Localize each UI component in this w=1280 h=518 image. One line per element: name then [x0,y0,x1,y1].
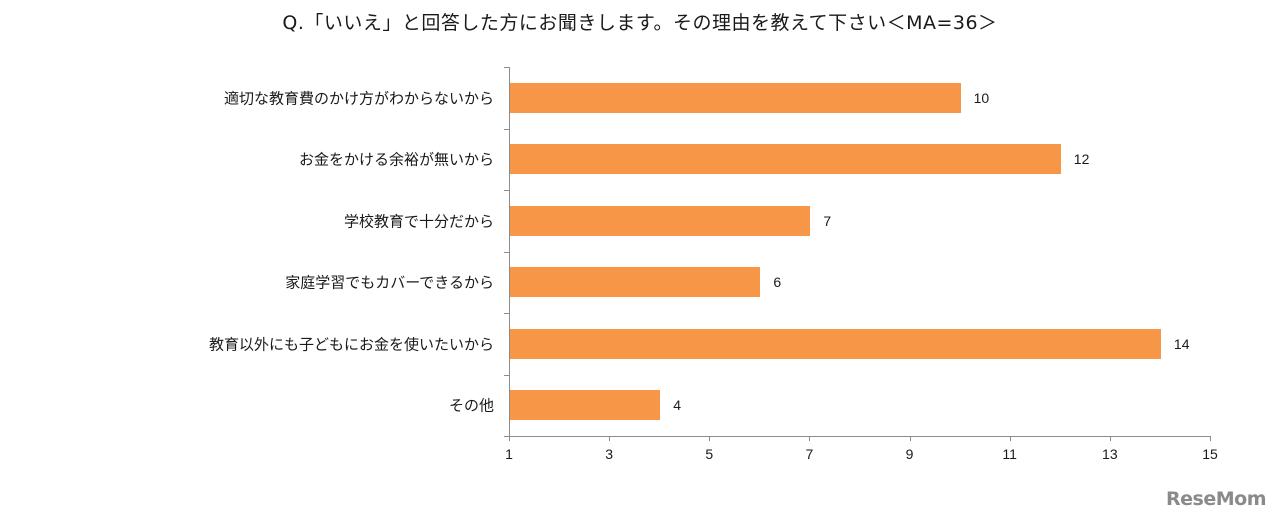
bar [510,205,811,236]
x-tick [1109,436,1111,441]
x-tick-label: 9 [905,446,914,462]
x-tick-label: 11 [1002,446,1017,462]
category-label: 学校教育で十分だから [343,212,494,231]
x-tick-label: 13 [1102,446,1118,462]
x-tick-label: 7 [805,446,814,462]
y-tick [504,436,509,437]
category-label: 適切な教育費のかけ方がわからないから [223,89,494,108]
x-tick [609,436,611,441]
category-label: お金をかける余裕が無いから [298,150,494,169]
bar [510,390,661,421]
bar [510,267,761,298]
data-label: 12 [1073,151,1090,168]
data-label: 6 [773,274,782,291]
x-tick [909,436,911,441]
data-label: 14 [1173,335,1190,352]
bar [510,82,961,113]
category-label: 家庭学習でもカバーできるから [285,273,494,292]
y-tick [504,313,509,314]
data-label: 7 [823,212,832,229]
logo-text: ReseMom [1166,488,1266,510]
resemom-logo: ReseMom [1166,488,1266,510]
chart-title: Q.「いいえ」と回答した方にお聞きします。その理由を教えて下さい＜MA=36＞ [282,12,998,34]
y-tick [504,67,509,68]
y-tick [504,374,509,376]
x-tick [509,436,510,441]
x-tick-label: 15 [1202,446,1218,462]
bar [510,328,1161,359]
x-tick [1210,436,1211,441]
x-axis-line [509,436,1210,437]
category-label: その他 [448,396,494,415]
x-tick [1009,436,1011,441]
x-tick-label: 5 [705,446,714,462]
y-tick [504,128,509,130]
x-tick [709,436,711,441]
bar [510,144,1061,175]
y-axis-line [509,67,510,436]
x-tick-label: 3 [605,446,614,462]
data-label: 10 [973,89,990,106]
category-label: 教育以外にも子どもにお金を使いたいから [208,335,494,354]
data-label: 4 [673,397,681,414]
x-tick-label: 1 [505,446,513,462]
x-tick [809,436,811,441]
y-tick [504,251,509,253]
y-tick [504,190,509,191]
